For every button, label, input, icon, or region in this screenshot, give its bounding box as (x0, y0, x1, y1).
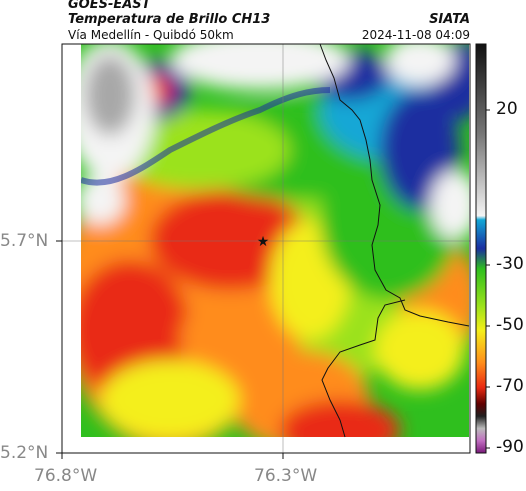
colorbar-label-20: 20 (496, 99, 518, 119)
brightness-field (81, 44, 469, 437)
colorbar-label-m30: -30 (496, 254, 524, 274)
satellite-title: GOES-EAST (68, 0, 151, 12)
colorbar (475, 43, 487, 454)
x-tick-label-1: 76.8°W (34, 466, 98, 486)
region-subtitle: Vía Medellín - Quibdó 50km (68, 28, 234, 42)
border-line-north (319, 43, 470, 327)
plot-frame (61, 43, 471, 454)
border-line-south (321, 299, 406, 438)
colorbar-label-m90: -90 (496, 437, 524, 457)
brand-label: SIATA (429, 12, 470, 27)
timestamp-label: 2024-11-08 04:09 (361, 28, 470, 42)
colorbar-label-m70: -70 (496, 376, 524, 396)
colorbar-label-m50: -50 (496, 315, 524, 335)
x-tick-label-2: 76.3°W (254, 466, 318, 486)
location-star-icon: ★ (257, 234, 270, 250)
y-tick-label-1: 5.7°N (0, 231, 49, 251)
product-title: Temperatura de Brillo CH13 (68, 12, 271, 27)
y-tick-label-2: 5.2°N (0, 443, 49, 463)
